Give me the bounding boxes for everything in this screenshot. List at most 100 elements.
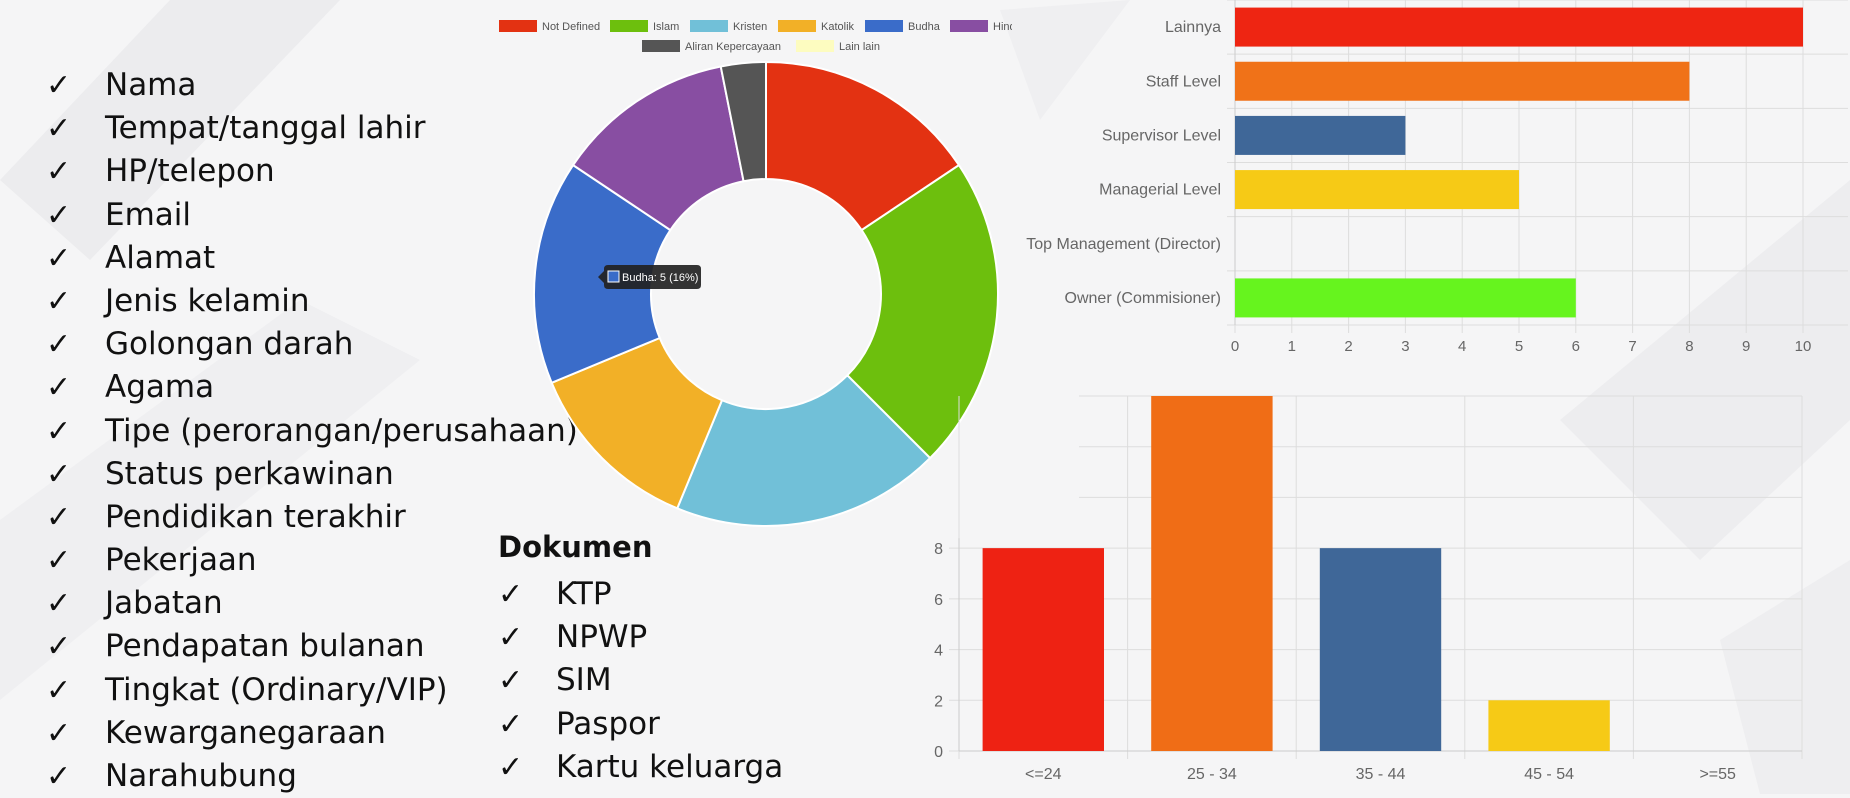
x-category-label: <=24 (1025, 766, 1062, 783)
checkmark-icon: ✓ (46, 629, 72, 665)
y-tick-label: 8 (934, 541, 943, 558)
checklist-item-label: Tipe (perorangan/perusahaan) (105, 412, 578, 449)
checkmark-icon: ✓ (46, 240, 72, 276)
checklist-item-label: Pendapatan bulanan (105, 628, 425, 665)
x-tick-label: 5 (1515, 338, 1523, 355)
checklist-item: ✓ Jenis kelamin (46, 280, 578, 323)
x-tick-label: 7 (1628, 338, 1636, 355)
checkmark-icon: ✓ (46, 327, 72, 363)
checklist-item-label: Agama (105, 369, 215, 406)
x-category-label: 45 - 54 (1524, 766, 1574, 783)
chart-tooltip: Budha: 5 (16%) (598, 265, 701, 289)
document-item: ✓ Kartu keluarga (498, 746, 783, 789)
checkmark-icon: ✓ (498, 706, 524, 742)
age-group-bar-chart: 0 2 4 6 8 <=24 25 - 34 35 - 44 45 - 54 >=55 (934, 395, 1803, 783)
checklist-item: ✓ Pekerjaan (46, 539, 578, 582)
y-tick-label: 0 (934, 744, 943, 761)
checkmark-icon: ✓ (46, 111, 72, 147)
donut-slice (675, 373, 932, 527)
x-category-label: >=55 (1699, 766, 1736, 783)
checklist-item-label: Tempat/tanggal lahir (105, 110, 426, 147)
checkmark-icon: ✓ (498, 620, 524, 656)
bar (1488, 700, 1610, 751)
legend-swatch (865, 20, 903, 32)
checkmark-icon: ✓ (498, 577, 524, 612)
checkmark-icon: ✓ (46, 715, 72, 751)
legend-label: Not Defined (542, 21, 600, 33)
bar (982, 548, 1104, 751)
x-tick-label: 0 (1231, 338, 1239, 355)
legend-label: Lain lain (839, 41, 880, 53)
checkmark-icon: ✓ (46, 413, 72, 449)
legend-label: Islam (653, 21, 679, 33)
legend-swatch (690, 20, 728, 32)
legend-label: Kristen (733, 21, 767, 33)
x-tick-label: 2 (1344, 338, 1352, 355)
checkmark-icon: ✓ (498, 663, 524, 699)
bar (1151, 396, 1273, 751)
tooltip-box (598, 265, 701, 289)
checklist-item-label: Kewarganegaraan (105, 714, 386, 751)
documents-title: Dokumen (498, 530, 653, 564)
legend-label: Budha (908, 21, 941, 33)
checklist-item-label: Tingkat (Ordinary/VIP) (105, 671, 448, 708)
checkmark-icon: ✓ (46, 370, 72, 406)
x-tick-label: 3 (1401, 338, 1409, 355)
checkmark-icon: ✓ (46, 672, 72, 708)
checklist-item-label: HP/telepon (105, 153, 275, 190)
document-item-label: Kartu keluarga (556, 748, 784, 785)
y-tick-label: 4 (934, 643, 943, 660)
checklist-item-label: Jenis kelamin (105, 282, 310, 319)
legend-swatch (796, 40, 834, 52)
legend-swatch (950, 20, 988, 32)
x-tick-label: 8 (1685, 338, 1693, 355)
legend-swatch (778, 20, 816, 32)
legend-swatch (499, 20, 537, 32)
checkmark-icon: ✓ (46, 586, 72, 622)
fields-checklist: ✓ Nama ✓ Tempat/tanggal lahir ✓ HP/telepon … (46, 64, 578, 798)
checklist-item: ✓ Pendidikan terakhir (46, 496, 578, 539)
checkmark-icon: ✓ (46, 154, 72, 190)
checkmark-icon: ✓ (46, 197, 72, 233)
x-tick-label: 1 (1288, 338, 1296, 355)
document-item: ✓ SIM (498, 659, 783, 702)
legend-label: Hindu (993, 21, 1022, 33)
bar (1235, 278, 1576, 318)
document-item-label: Paspor (556, 705, 660, 742)
x-tick-label: 4 (1458, 338, 1466, 355)
y-category-label: Owner (Commisioner) (1065, 290, 1221, 307)
legend-label: Katolik (821, 21, 855, 33)
chart-legend: Not Defined Islam Kristen Katolik Budha Hindu… (499, 20, 1022, 53)
checklist-item: ✓ Golongan darah (46, 323, 578, 366)
donut-slice (719, 60, 767, 183)
x-category-label: 25 - 34 (1187, 766, 1237, 783)
donut-slice (765, 60, 961, 232)
checklist-item-label: Alamat (105, 239, 216, 276)
y-category-label: Supervisor Level (1102, 127, 1221, 144)
checklist-item: ✓ Alamat (46, 237, 578, 280)
checklist-item-label: Golongan darah (105, 326, 354, 363)
bar (1235, 7, 1803, 47)
checklist-item: ✓ Agama (46, 366, 578, 409)
bar (1235, 115, 1406, 155)
y-category-label: Staff Level (1146, 73, 1221, 90)
checklist-item: ✓ Email (46, 194, 578, 237)
checklist-item-label: Pekerjaan (105, 542, 257, 579)
document-item-label: NPWP (556, 619, 648, 656)
y-tick-label: 2 (934, 693, 943, 710)
document-item-label: SIM (556, 662, 612, 699)
bar (1319, 548, 1442, 751)
checklist-item-label: Narahubung (105, 758, 297, 794)
documents-checklist: ✓ KTP ✓ NPWP ✓ SIM ✓ Paspor ✓ Kartu keluarga (498, 573, 783, 789)
checklist-item: ✓ Tempat/tanggal lahir (46, 107, 578, 150)
checklist-item: ✓ Nama (46, 64, 578, 107)
x-category-label: 35 - 44 (1356, 766, 1406, 783)
document-item: ✓ NPWP (498, 616, 783, 659)
x-tick-label: 6 (1572, 338, 1580, 355)
legend-swatch (642, 40, 680, 52)
checklist-item: ✓ Jabatan (46, 582, 578, 625)
checkmark-icon: ✓ (46, 283, 72, 319)
y-category-label: Top Management (Director) (1026, 236, 1221, 253)
legend-swatch (610, 20, 648, 32)
